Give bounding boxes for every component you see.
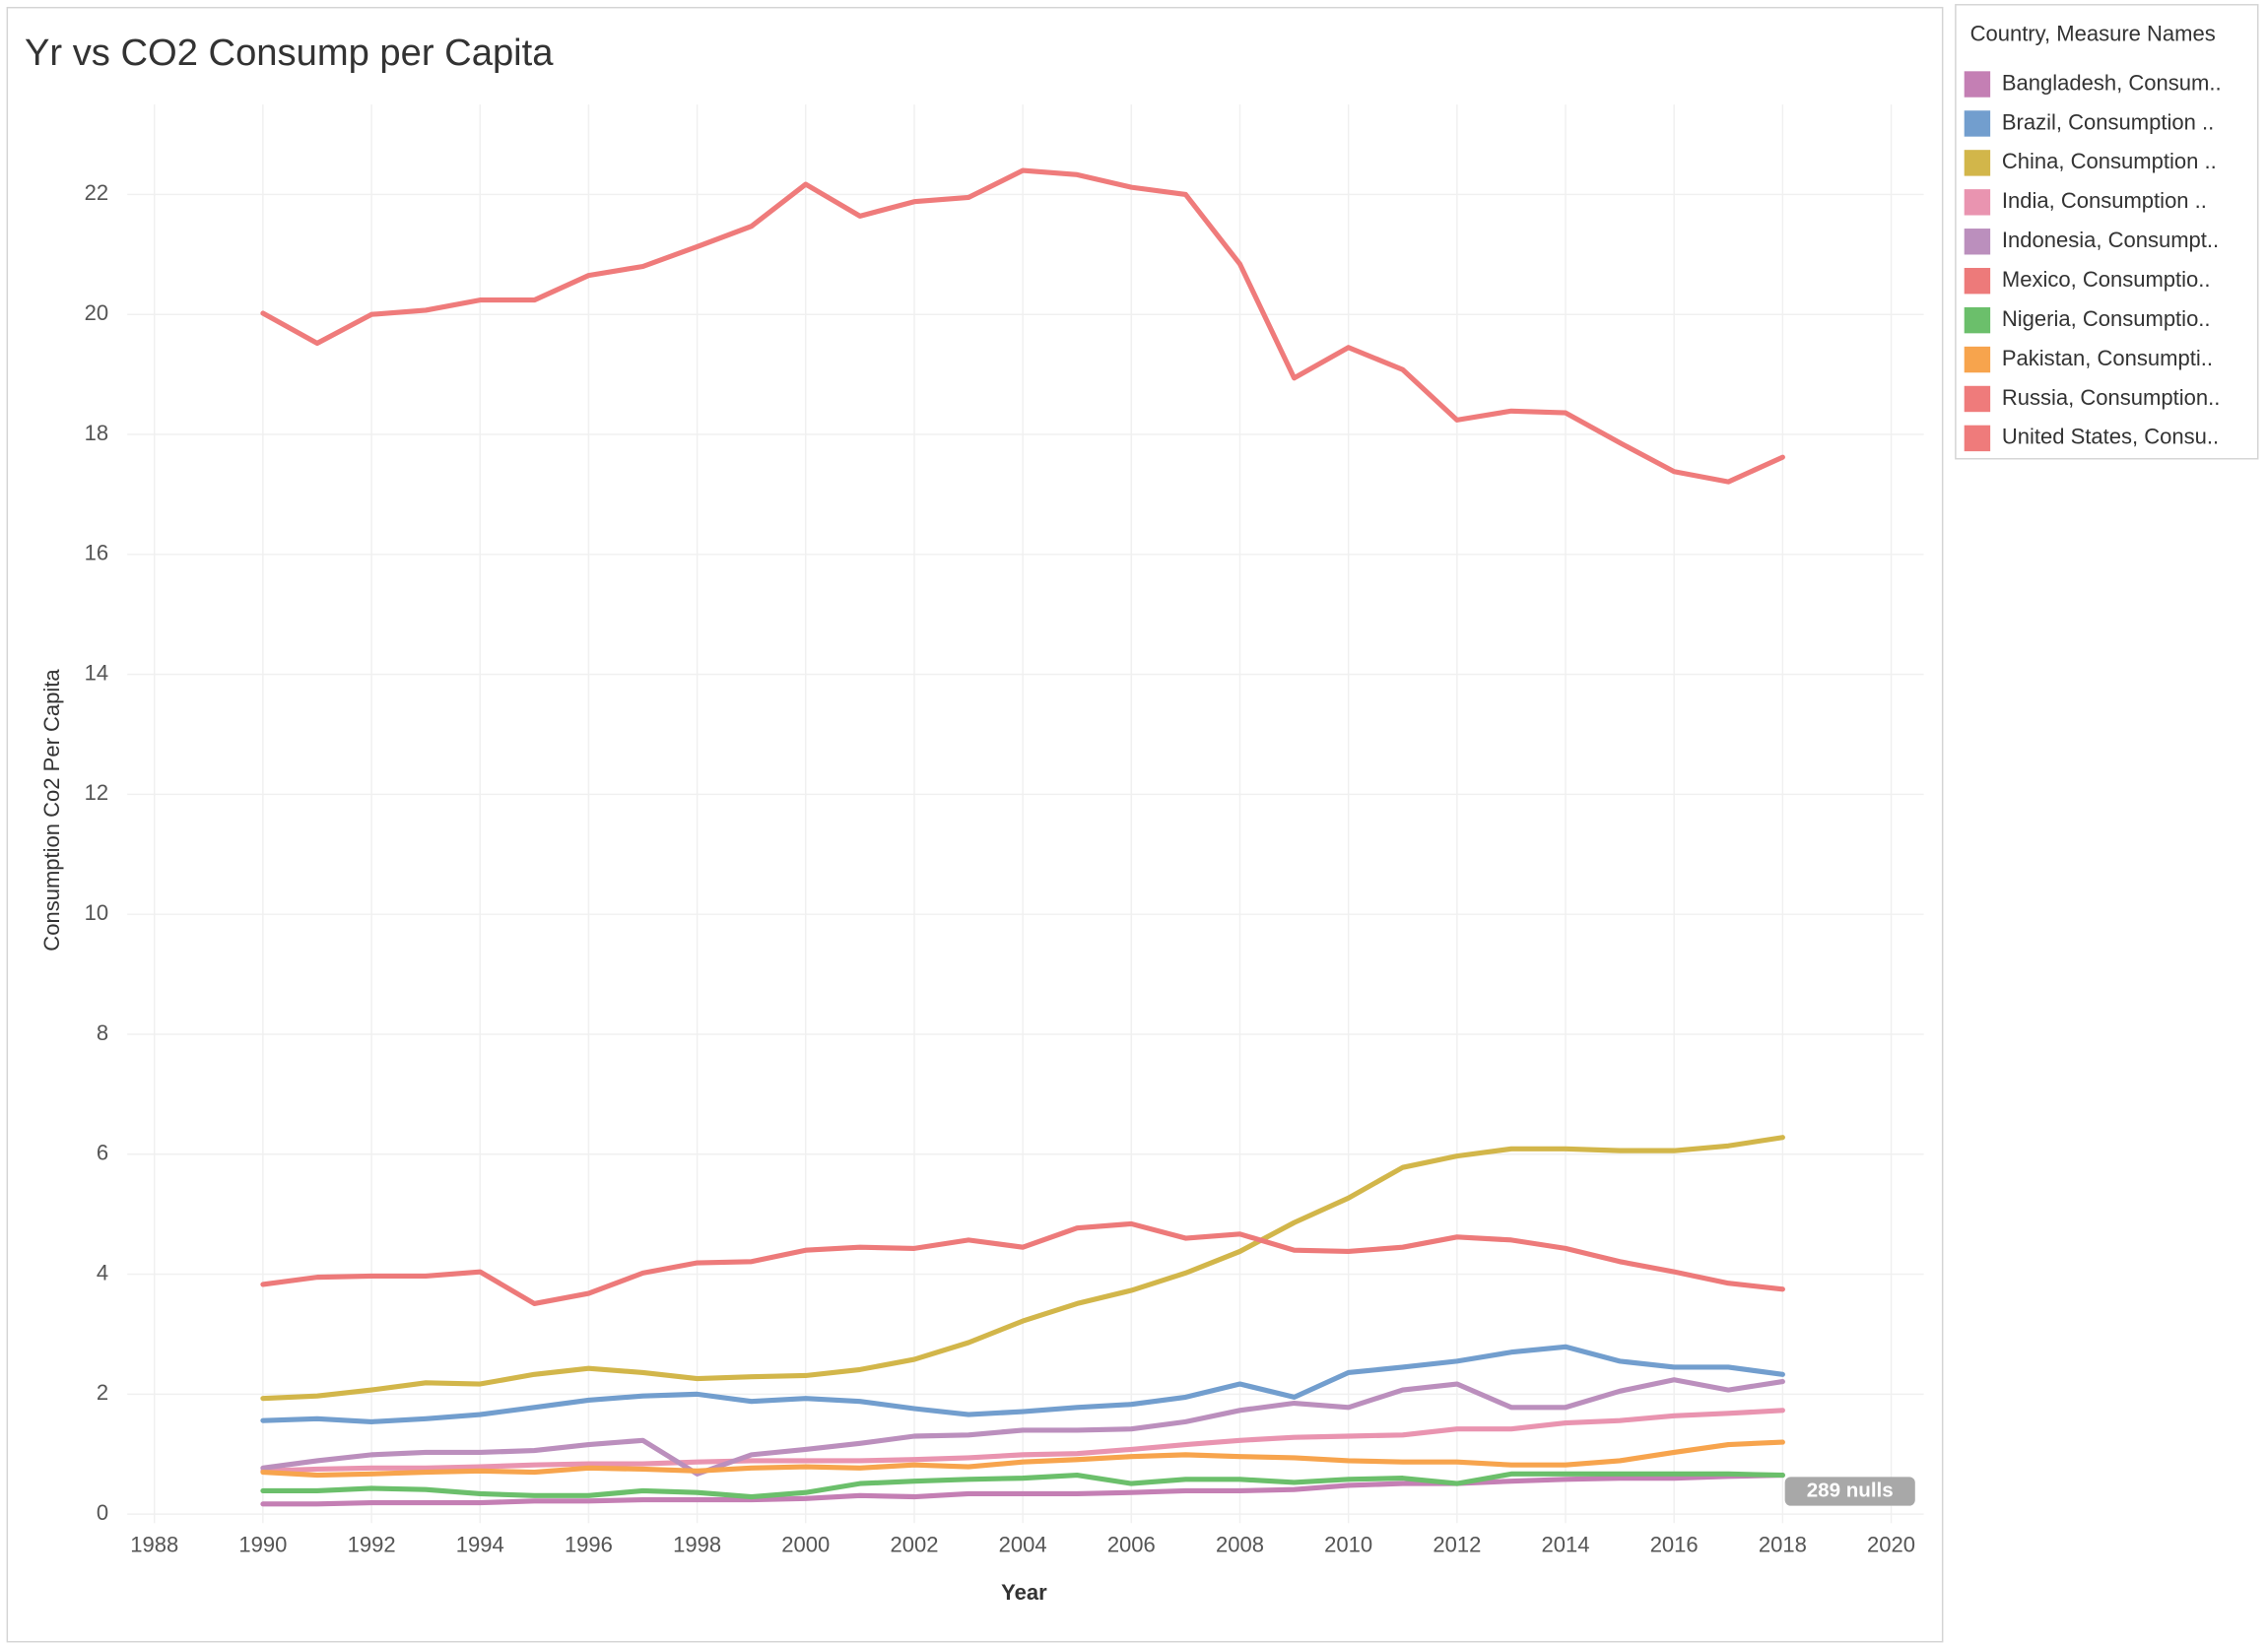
legend-label: China, Consumption ..: [2002, 149, 2217, 173]
x-tick-label: 2000: [781, 1533, 830, 1557]
x-tick-label: 2016: [1650, 1533, 1699, 1557]
series-line: [260, 167, 1785, 485]
legend-swatch: [1964, 189, 1991, 216]
legend-label: Russia, Consumption..: [2002, 385, 2220, 410]
series-line: [260, 1220, 1785, 1306]
legend-swatch: [1964, 385, 1991, 413]
x-tick-label: 2004: [999, 1533, 1047, 1557]
legend-label: Bangladesh, Consum..: [2002, 70, 2222, 95]
series-line: [260, 1471, 1785, 1500]
legend-label: Nigeria, Consumptio..: [2002, 306, 2211, 331]
legend-label: Mexico, Consumptio..: [2002, 267, 2211, 292]
legend-label: India, Consumption ..: [2002, 188, 2207, 213]
x-tick-label: 1996: [565, 1533, 613, 1557]
y-tick-label: 6: [97, 1141, 108, 1165]
legend-swatch: [1964, 306, 1991, 334]
y-tick-label: 18: [85, 421, 109, 445]
y-tick-label: 22: [85, 180, 109, 205]
y-tick-label: 10: [85, 900, 109, 925]
legend-title: Country, Measure Names: [1970, 21, 2216, 45]
x-tick-label: 2006: [1107, 1533, 1156, 1557]
series-line: [260, 1135, 1785, 1402]
legend-label: Brazil, Consumption ..: [2002, 109, 2214, 134]
x-tick-label: 2014: [1542, 1533, 1590, 1557]
x-tick-label: 2010: [1324, 1533, 1372, 1557]
y-tick-label: 0: [97, 1500, 108, 1525]
legend-swatch: [1964, 150, 1991, 176]
legend: Bangladesh, Consum.. Brazil, Consumption …: [1964, 70, 2222, 452]
legend-swatch: [1964, 346, 1991, 373]
series-line: [260, 1344, 1785, 1424]
x-tick-label: 2002: [890, 1533, 938, 1557]
legend-label: Indonesia, Consumpt..: [2002, 228, 2219, 252]
series-line: [260, 1439, 1785, 1479]
legend-swatch: [1964, 267, 1991, 295]
series-line: [260, 1408, 1785, 1474]
y-tick-label: 8: [97, 1020, 108, 1045]
legend-swatch: [1964, 425, 1991, 452]
lines: [260, 167, 1785, 1507]
nulls-indicator[interactable]: 289 nulls: [1807, 1479, 1894, 1501]
y-tick-label: 12: [85, 780, 109, 805]
legend-swatch: [1964, 229, 1991, 255]
series-line: [260, 1473, 1785, 1507]
legend-swatch: [1964, 110, 1991, 137]
x-tick-label: 2020: [1867, 1533, 1915, 1557]
legend-box: [1955, 4, 2259, 460]
y-tick-label: 16: [85, 541, 109, 565]
x-tick-label: 2008: [1216, 1533, 1264, 1557]
y-axis-title: Consumption Co2 Per Capita: [39, 669, 64, 952]
series-line: [260, 1377, 1785, 1477]
worksheet-frame: [6, 6, 1944, 1643]
y-tick-label: 2: [97, 1380, 108, 1405]
legend-swatch: [1964, 71, 1991, 98]
x-tick-label: 1994: [456, 1533, 504, 1557]
y-tick-label: 4: [97, 1260, 108, 1284]
x-tick-label: 1992: [348, 1533, 396, 1557]
y-tick-label: 14: [85, 660, 109, 685]
x-tick-label: 1990: [238, 1533, 287, 1557]
x-tick-label: 1998: [673, 1533, 721, 1557]
y-tick-label: 20: [85, 300, 109, 325]
x-tick-label: 2018: [1759, 1533, 1807, 1557]
legend-label: United States, Consu..: [2002, 425, 2219, 449]
x-tick-label: 1988: [130, 1533, 178, 1557]
nulls-badge[interactable]: [1784, 1477, 1915, 1506]
chart-title: Yr vs CO2 Consump per Capita: [25, 32, 554, 74]
x-tick-label: 2012: [1433, 1533, 1481, 1557]
legend-label: Pakistan, Consumpti..: [2002, 346, 2213, 370]
x-axis-title: Year: [1001, 1580, 1047, 1605]
